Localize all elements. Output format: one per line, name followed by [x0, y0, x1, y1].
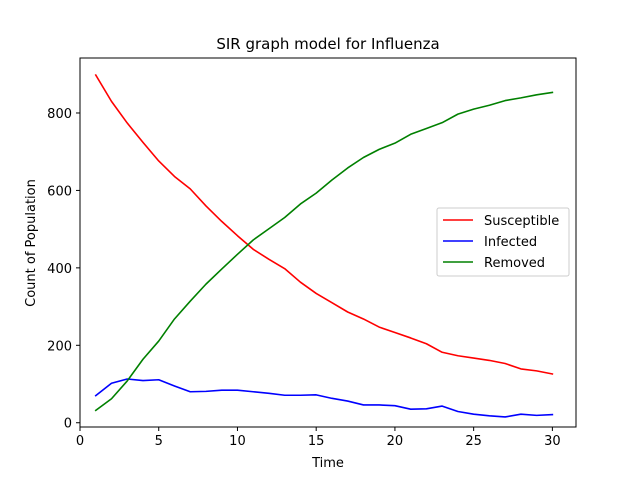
chart-title: SIR graph model for Influenza [216, 35, 439, 53]
y-tick-label: 200 [47, 339, 72, 354]
series-layer [94, 73, 554, 418]
x-tick-label: 0 [76, 434, 84, 449]
legend-label-removed: Removed [484, 256, 545, 271]
series-line-removed [94, 91, 554, 412]
y-tick-label: 600 [47, 184, 72, 199]
x-tick-label: 30 [544, 434, 561, 449]
y-axis-label: Count of Population [24, 179, 39, 307]
y-tick-label: 400 [47, 262, 72, 277]
x-tick-label: 15 [308, 434, 325, 449]
y-tick-label: 0 [64, 417, 72, 432]
y-tick-label: 800 [47, 107, 72, 122]
legend-label-susceptible: Susceptible [484, 214, 559, 229]
x-tick-label: 5 [155, 434, 163, 449]
x-axis: 0 5 10 15 20 25 30 [76, 427, 561, 449]
legend-box [436, 207, 570, 277]
series-line-susceptible [94, 73, 554, 375]
axes-frame [79, 57, 577, 428]
series-line-infected [94, 378, 554, 418]
plot-area [79, 57, 577, 428]
legend-label-infected: Infected [484, 235, 537, 250]
x-tick-label: 25 [465, 434, 482, 449]
y-axis: 0 200 400 600 800 [47, 107, 80, 432]
x-tick-label: 20 [387, 434, 404, 449]
legend: Susceptible Infected Removed [436, 207, 570, 277]
x-tick-label: 10 [229, 434, 246, 449]
x-axis-label: Time [311, 456, 344, 471]
